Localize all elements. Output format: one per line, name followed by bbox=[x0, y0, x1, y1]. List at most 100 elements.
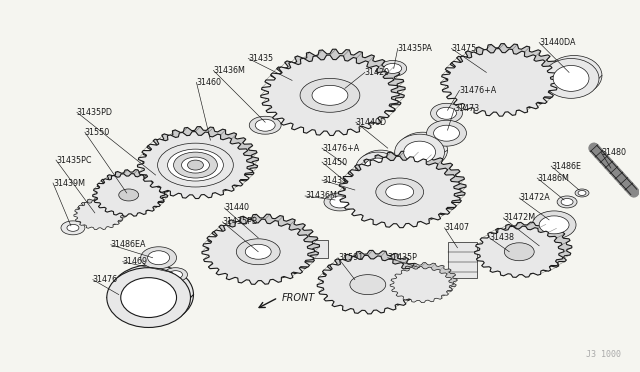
Ellipse shape bbox=[359, 150, 403, 182]
Ellipse shape bbox=[312, 86, 348, 105]
Ellipse shape bbox=[119, 189, 139, 201]
Polygon shape bbox=[202, 219, 314, 284]
Text: 31435PB: 31435PB bbox=[222, 217, 258, 227]
Text: 31486E: 31486E bbox=[551, 161, 581, 171]
Text: 31486M: 31486M bbox=[537, 173, 569, 183]
Text: 31420: 31420 bbox=[365, 68, 390, 77]
Ellipse shape bbox=[324, 193, 356, 211]
Ellipse shape bbox=[87, 208, 111, 222]
Polygon shape bbox=[441, 49, 558, 116]
Ellipse shape bbox=[330, 196, 350, 208]
Text: 31473: 31473 bbox=[454, 104, 479, 113]
Ellipse shape bbox=[148, 251, 170, 265]
Ellipse shape bbox=[249, 116, 281, 134]
Polygon shape bbox=[260, 55, 399, 135]
Polygon shape bbox=[447, 242, 477, 278]
Polygon shape bbox=[143, 126, 259, 193]
Ellipse shape bbox=[356, 172, 400, 204]
Ellipse shape bbox=[404, 141, 436, 163]
Ellipse shape bbox=[384, 64, 402, 73]
Ellipse shape bbox=[107, 268, 191, 327]
Ellipse shape bbox=[539, 216, 569, 234]
Ellipse shape bbox=[379, 61, 406, 76]
Polygon shape bbox=[394, 263, 457, 299]
Ellipse shape bbox=[111, 184, 147, 206]
Text: 31440DA: 31440DA bbox=[539, 38, 575, 47]
Ellipse shape bbox=[546, 55, 602, 95]
Ellipse shape bbox=[364, 158, 392, 178]
Ellipse shape bbox=[406, 139, 438, 161]
Ellipse shape bbox=[124, 275, 180, 314]
Ellipse shape bbox=[367, 156, 395, 176]
Polygon shape bbox=[74, 200, 124, 230]
Ellipse shape bbox=[575, 189, 589, 197]
Ellipse shape bbox=[359, 170, 403, 202]
Ellipse shape bbox=[537, 244, 551, 252]
Ellipse shape bbox=[427, 120, 467, 146]
Ellipse shape bbox=[362, 170, 438, 214]
Polygon shape bbox=[317, 255, 419, 314]
Ellipse shape bbox=[433, 125, 460, 141]
Text: 31486EA: 31486EA bbox=[111, 240, 147, 249]
Ellipse shape bbox=[188, 160, 204, 170]
Ellipse shape bbox=[493, 237, 545, 267]
Text: 31480: 31480 bbox=[601, 148, 626, 157]
Text: 31476: 31476 bbox=[93, 275, 118, 284]
Text: FRONT: FRONT bbox=[282, 293, 316, 302]
Ellipse shape bbox=[61, 221, 85, 235]
Ellipse shape bbox=[150, 173, 168, 183]
Text: 31407: 31407 bbox=[445, 223, 470, 232]
Ellipse shape bbox=[168, 149, 223, 181]
Ellipse shape bbox=[110, 265, 193, 324]
Text: 31472A: 31472A bbox=[519, 193, 550, 202]
Text: 31435PD: 31435PD bbox=[77, 108, 113, 117]
Ellipse shape bbox=[556, 62, 592, 89]
Ellipse shape bbox=[532, 241, 556, 255]
Text: 31438: 31438 bbox=[490, 233, 515, 242]
Ellipse shape bbox=[561, 198, 573, 205]
Ellipse shape bbox=[173, 152, 218, 178]
Ellipse shape bbox=[395, 134, 445, 170]
Text: 31440D: 31440D bbox=[356, 118, 387, 127]
Ellipse shape bbox=[338, 268, 397, 302]
Ellipse shape bbox=[557, 196, 577, 208]
Ellipse shape bbox=[168, 271, 182, 279]
Ellipse shape bbox=[255, 119, 275, 131]
Polygon shape bbox=[77, 197, 127, 227]
Polygon shape bbox=[93, 174, 164, 216]
Polygon shape bbox=[207, 214, 319, 279]
Ellipse shape bbox=[543, 58, 599, 98]
Text: 31550: 31550 bbox=[85, 128, 110, 137]
Ellipse shape bbox=[245, 244, 271, 259]
Polygon shape bbox=[475, 226, 564, 278]
Text: 31475: 31475 bbox=[451, 44, 477, 53]
Text: 31469: 31469 bbox=[123, 257, 148, 266]
Polygon shape bbox=[138, 132, 253, 199]
Ellipse shape bbox=[236, 239, 280, 265]
Ellipse shape bbox=[145, 170, 173, 186]
Text: 31435PC: 31435PC bbox=[56, 155, 92, 164]
Text: 31472M: 31472M bbox=[503, 214, 536, 222]
Ellipse shape bbox=[67, 224, 79, 231]
Ellipse shape bbox=[463, 61, 535, 103]
Ellipse shape bbox=[141, 247, 177, 269]
Ellipse shape bbox=[157, 143, 234, 187]
Text: 31450: 31450 bbox=[322, 158, 347, 167]
Text: 31460: 31460 bbox=[196, 78, 221, 87]
Polygon shape bbox=[322, 250, 424, 309]
Ellipse shape bbox=[431, 103, 463, 123]
Text: 31440: 31440 bbox=[225, 203, 250, 212]
Text: 31476+A: 31476+A bbox=[322, 144, 359, 153]
Ellipse shape bbox=[121, 278, 177, 318]
Ellipse shape bbox=[356, 152, 400, 184]
Ellipse shape bbox=[164, 268, 188, 282]
Text: 31439M: 31439M bbox=[53, 179, 85, 187]
Ellipse shape bbox=[364, 178, 392, 198]
Ellipse shape bbox=[286, 70, 374, 120]
Text: 31435: 31435 bbox=[248, 54, 273, 63]
Polygon shape bbox=[97, 170, 169, 212]
Polygon shape bbox=[446, 44, 563, 111]
Bar bbox=[300, 240, 328, 258]
Polygon shape bbox=[267, 49, 405, 129]
Polygon shape bbox=[483, 222, 572, 273]
